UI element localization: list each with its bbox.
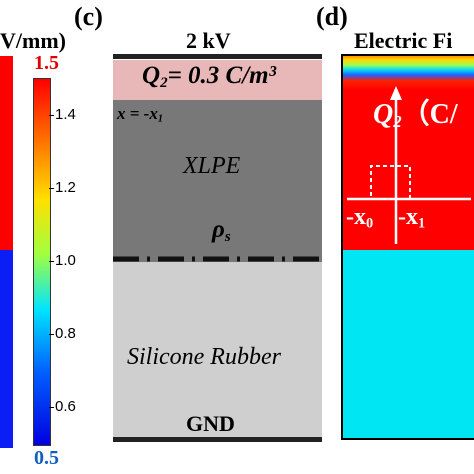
colorbar-tick: 1.0 — [55, 252, 76, 269]
charge-profile-sketch — [347, 86, 471, 244]
ground-label: GND — [186, 411, 235, 436]
panel-d-title: Electric Fi — [354, 28, 453, 53]
colorbar-tickmark — [49, 115, 54, 116]
colorbar-gradient — [33, 78, 51, 446]
panel-c-layers — [113, 54, 322, 438]
left-strip-high-field — [0, 56, 13, 250]
colorbar-tick: 0.6 — [55, 398, 76, 415]
colorbar-tickmark — [49, 261, 54, 262]
colorbar-tickmark — [49, 334, 54, 335]
bottom-electrode — [113, 437, 322, 442]
field-plot-border — [341, 54, 474, 440]
panel-d-letter: (d) — [316, 2, 348, 31]
left-field-strip — [0, 56, 13, 448]
panel-d-charge-label: Q2（C/ — [373, 99, 458, 132]
panel-c-letter: (c) — [74, 2, 103, 31]
high-field-region — [341, 54, 474, 250]
colorbar-tickmark — [49, 188, 54, 189]
low-field-region — [341, 250, 474, 440]
colorbar-tick: 1.2 — [55, 179, 76, 196]
applied-voltage-label: 2 kV — [186, 28, 231, 53]
silicone-rubber-region — [113, 262, 322, 438]
top-electrode — [113, 54, 322, 59]
x0-marker-label: -x0 — [346, 204, 374, 232]
xlpe-label: XLPE — [183, 153, 241, 179]
surface-charge-label: ρs — [212, 216, 231, 245]
xlpe-region — [113, 100, 322, 262]
left-strip-low-field — [0, 250, 13, 448]
colorbar-min-label: 0.5 — [34, 447, 59, 469]
silicone-rubber-label: Silicone Rubber — [127, 344, 281, 370]
colorbar-max-label: 1.5 — [34, 52, 59, 74]
colorbar-unit-label: V/mm) — [0, 28, 66, 53]
charge-layer-region — [113, 60, 322, 100]
colorbar-tick: 0.8 — [55, 325, 76, 342]
field-distribution-plot — [341, 54, 474, 440]
space-charge-label: Q2= 0.3 C/m³ — [142, 62, 277, 91]
colorbar-tickmark — [49, 407, 54, 408]
x1-marker-label: -x1 — [398, 204, 426, 232]
position-label: x = -x1 — [117, 104, 163, 125]
interface-charge-line — [113, 256, 322, 262]
colorbar-tick: 1.4 — [55, 106, 76, 123]
